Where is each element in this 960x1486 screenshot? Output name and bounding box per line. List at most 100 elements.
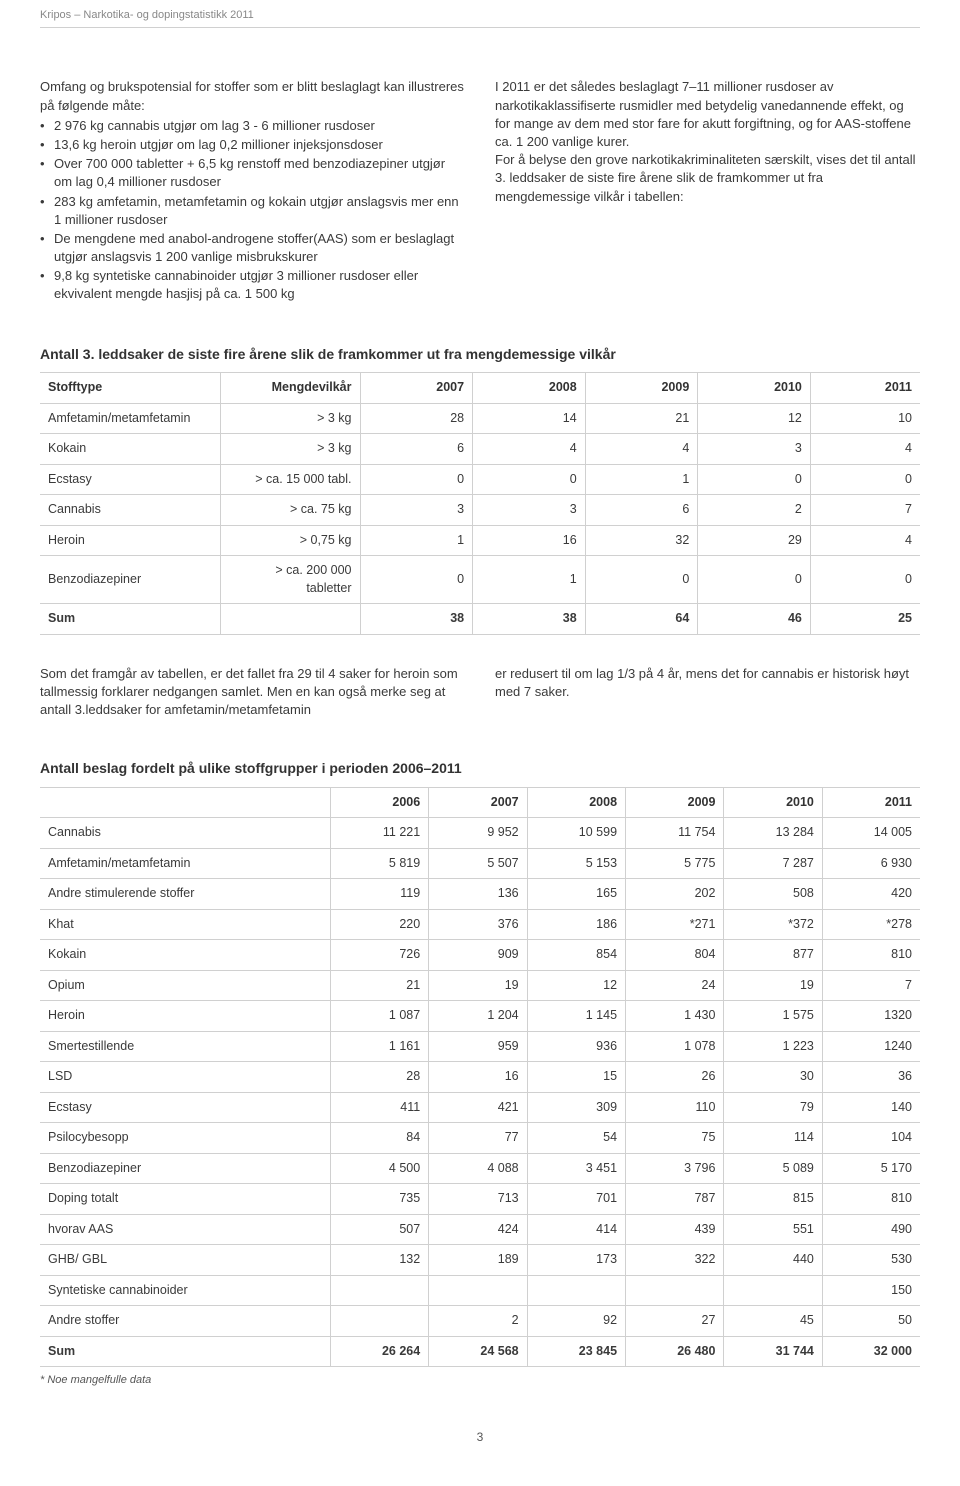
sum-cell: 25 <box>810 604 920 635</box>
cell: 32 <box>585 525 698 556</box>
cell: 92 <box>527 1306 625 1337</box>
col-header: 2009 <box>626 787 724 818</box>
cell: 21 <box>585 403 698 434</box>
cell: Syntetiske cannabinoider <box>40 1275 330 1306</box>
table-row: Amfetamin/metamfetamin5 8195 5075 1535 7… <box>40 848 920 879</box>
cell: 1240 <box>822 1031 920 1062</box>
cell: Kokain <box>40 940 330 971</box>
cell: 136 <box>429 879 527 910</box>
cell: Amfetamin/metamfetamin <box>40 403 220 434</box>
cell: 421 <box>429 1092 527 1123</box>
table-row: Smertestillende1 1619599361 0781 2231240 <box>40 1031 920 1062</box>
table-row: Benzodiazepiner4 5004 0883 4513 7965 089… <box>40 1153 920 1184</box>
cell: *372 <box>724 909 822 940</box>
cell: 202 <box>626 879 724 910</box>
table-row: Heroin1 0871 2041 1451 4301 5751320 <box>40 1001 920 1032</box>
bullet-item: 2 976 kg cannabis utgjør om lag 3 - 6 mi… <box>40 117 465 135</box>
cell: Cannabis <box>40 495 220 526</box>
cell: 5 819 <box>330 848 428 879</box>
cell: 1 <box>585 464 698 495</box>
cell: 13 284 <box>724 818 822 849</box>
cell: *271 <box>626 909 724 940</box>
cell <box>724 1275 822 1306</box>
cell: 5 507 <box>429 848 527 879</box>
bullet-item: 9,8 kg syntetiske cannabinoider utgjør 3… <box>40 267 465 303</box>
cell: 5 089 <box>724 1153 822 1184</box>
cell: 9 952 <box>429 818 527 849</box>
cell: GHB/ GBL <box>40 1245 330 1276</box>
table-row: hvorav AAS507424414439551490 <box>40 1214 920 1245</box>
cell: Heroin <box>40 1001 330 1032</box>
cell: Kokain <box>40 434 220 465</box>
bullet-item: 13,6 kg heroin utgjør om lag 0,2 million… <box>40 136 465 154</box>
cell: LSD <box>40 1062 330 1093</box>
cell: Khat <box>40 909 330 940</box>
cell: 6 <box>360 434 473 465</box>
cell: 173 <box>527 1245 625 1276</box>
cell: 508 <box>724 879 822 910</box>
cell: > ca. 15 000 tabl. <box>220 464 360 495</box>
sum-row: Sum3838644625 <box>40 604 920 635</box>
table-row: Opium21191224197 <box>40 970 920 1001</box>
table-row: LSD281615263036 <box>40 1062 920 1093</box>
cell: 726 <box>330 940 428 971</box>
cell: 19 <box>724 970 822 1001</box>
cell: 0 <box>585 556 698 604</box>
col-header: 2006 <box>330 787 428 818</box>
cell: 1 <box>473 556 586 604</box>
sum-cell: 31 744 <box>724 1336 822 1367</box>
cell: Ecstasy <box>40 1092 330 1123</box>
cell: Benzodiazepiner <box>40 1153 330 1184</box>
mid-right-text: er redusert til om lag 1/3 på 4 år, mens… <box>495 665 920 701</box>
cell: 411 <box>330 1092 428 1123</box>
footnote: * Noe mangelfulle data <box>40 1373 920 1388</box>
cell: 104 <box>822 1123 920 1154</box>
cell: 26 <box>626 1062 724 1093</box>
table-row: Kokain726909854804877810 <box>40 940 920 971</box>
cell: 75 <box>626 1123 724 1154</box>
bullet-item: De mengdene med anabol-androgene stoffer… <box>40 230 465 266</box>
cell: 551 <box>724 1214 822 1245</box>
intro-columns: Omfang og brukspotensial for stoffer som… <box>40 78 920 304</box>
col-header: 2010 <box>724 787 822 818</box>
cell: Benzodiazepiner <box>40 556 220 604</box>
table-row: Kokain> 3 kg64434 <box>40 434 920 465</box>
cell: 439 <box>626 1214 724 1245</box>
table-row: Syntetiske cannabinoider 150 <box>40 1275 920 1306</box>
mid-left: Som det framgår av tabellen, er det fall… <box>40 665 465 720</box>
table-row: Cannabis11 2219 95210 59911 75413 28414 … <box>40 818 920 849</box>
cell: 1 078 <box>626 1031 724 1062</box>
table-header-row: 200620072008200920102011 <box>40 787 920 818</box>
cell: Smertestillende <box>40 1031 330 1062</box>
cell: 119 <box>330 879 428 910</box>
table-row: Khat220376186*271*372*278 <box>40 909 920 940</box>
page-number: 3 <box>40 1429 920 1446</box>
cell: 165 <box>527 879 625 910</box>
cell: 150 <box>822 1275 920 1306</box>
col-header: 2011 <box>822 787 920 818</box>
cell: 11 221 <box>330 818 428 849</box>
cell <box>527 1275 625 1306</box>
cell: 701 <box>527 1184 625 1215</box>
cell: 10 <box>810 403 920 434</box>
table-beslag: 200620072008200920102011 Cannabis11 2219… <box>40 787 920 1368</box>
cell: 45 <box>724 1306 822 1337</box>
cell: 810 <box>822 940 920 971</box>
cell: 1 430 <box>626 1001 724 1032</box>
cell: Heroin <box>40 525 220 556</box>
bullet-list: 2 976 kg cannabis utgjør om lag 3 - 6 mi… <box>40 117 465 304</box>
cell: 16 <box>429 1062 527 1093</box>
cell: 1 161 <box>330 1031 428 1062</box>
cell: 14 <box>473 403 586 434</box>
cell <box>429 1275 527 1306</box>
cell: 4 <box>810 434 920 465</box>
cell: 5 153 <box>527 848 625 879</box>
cell: 0 <box>698 464 811 495</box>
table-row: Doping totalt735713701787815810 <box>40 1184 920 1215</box>
cell: 4 088 <box>429 1153 527 1184</box>
cell: Amfetamin/metamfetamin <box>40 848 330 879</box>
sum-cell <box>220 604 360 635</box>
cell: 6 <box>585 495 698 526</box>
cell: 1320 <box>822 1001 920 1032</box>
cell: 414 <box>527 1214 625 1245</box>
